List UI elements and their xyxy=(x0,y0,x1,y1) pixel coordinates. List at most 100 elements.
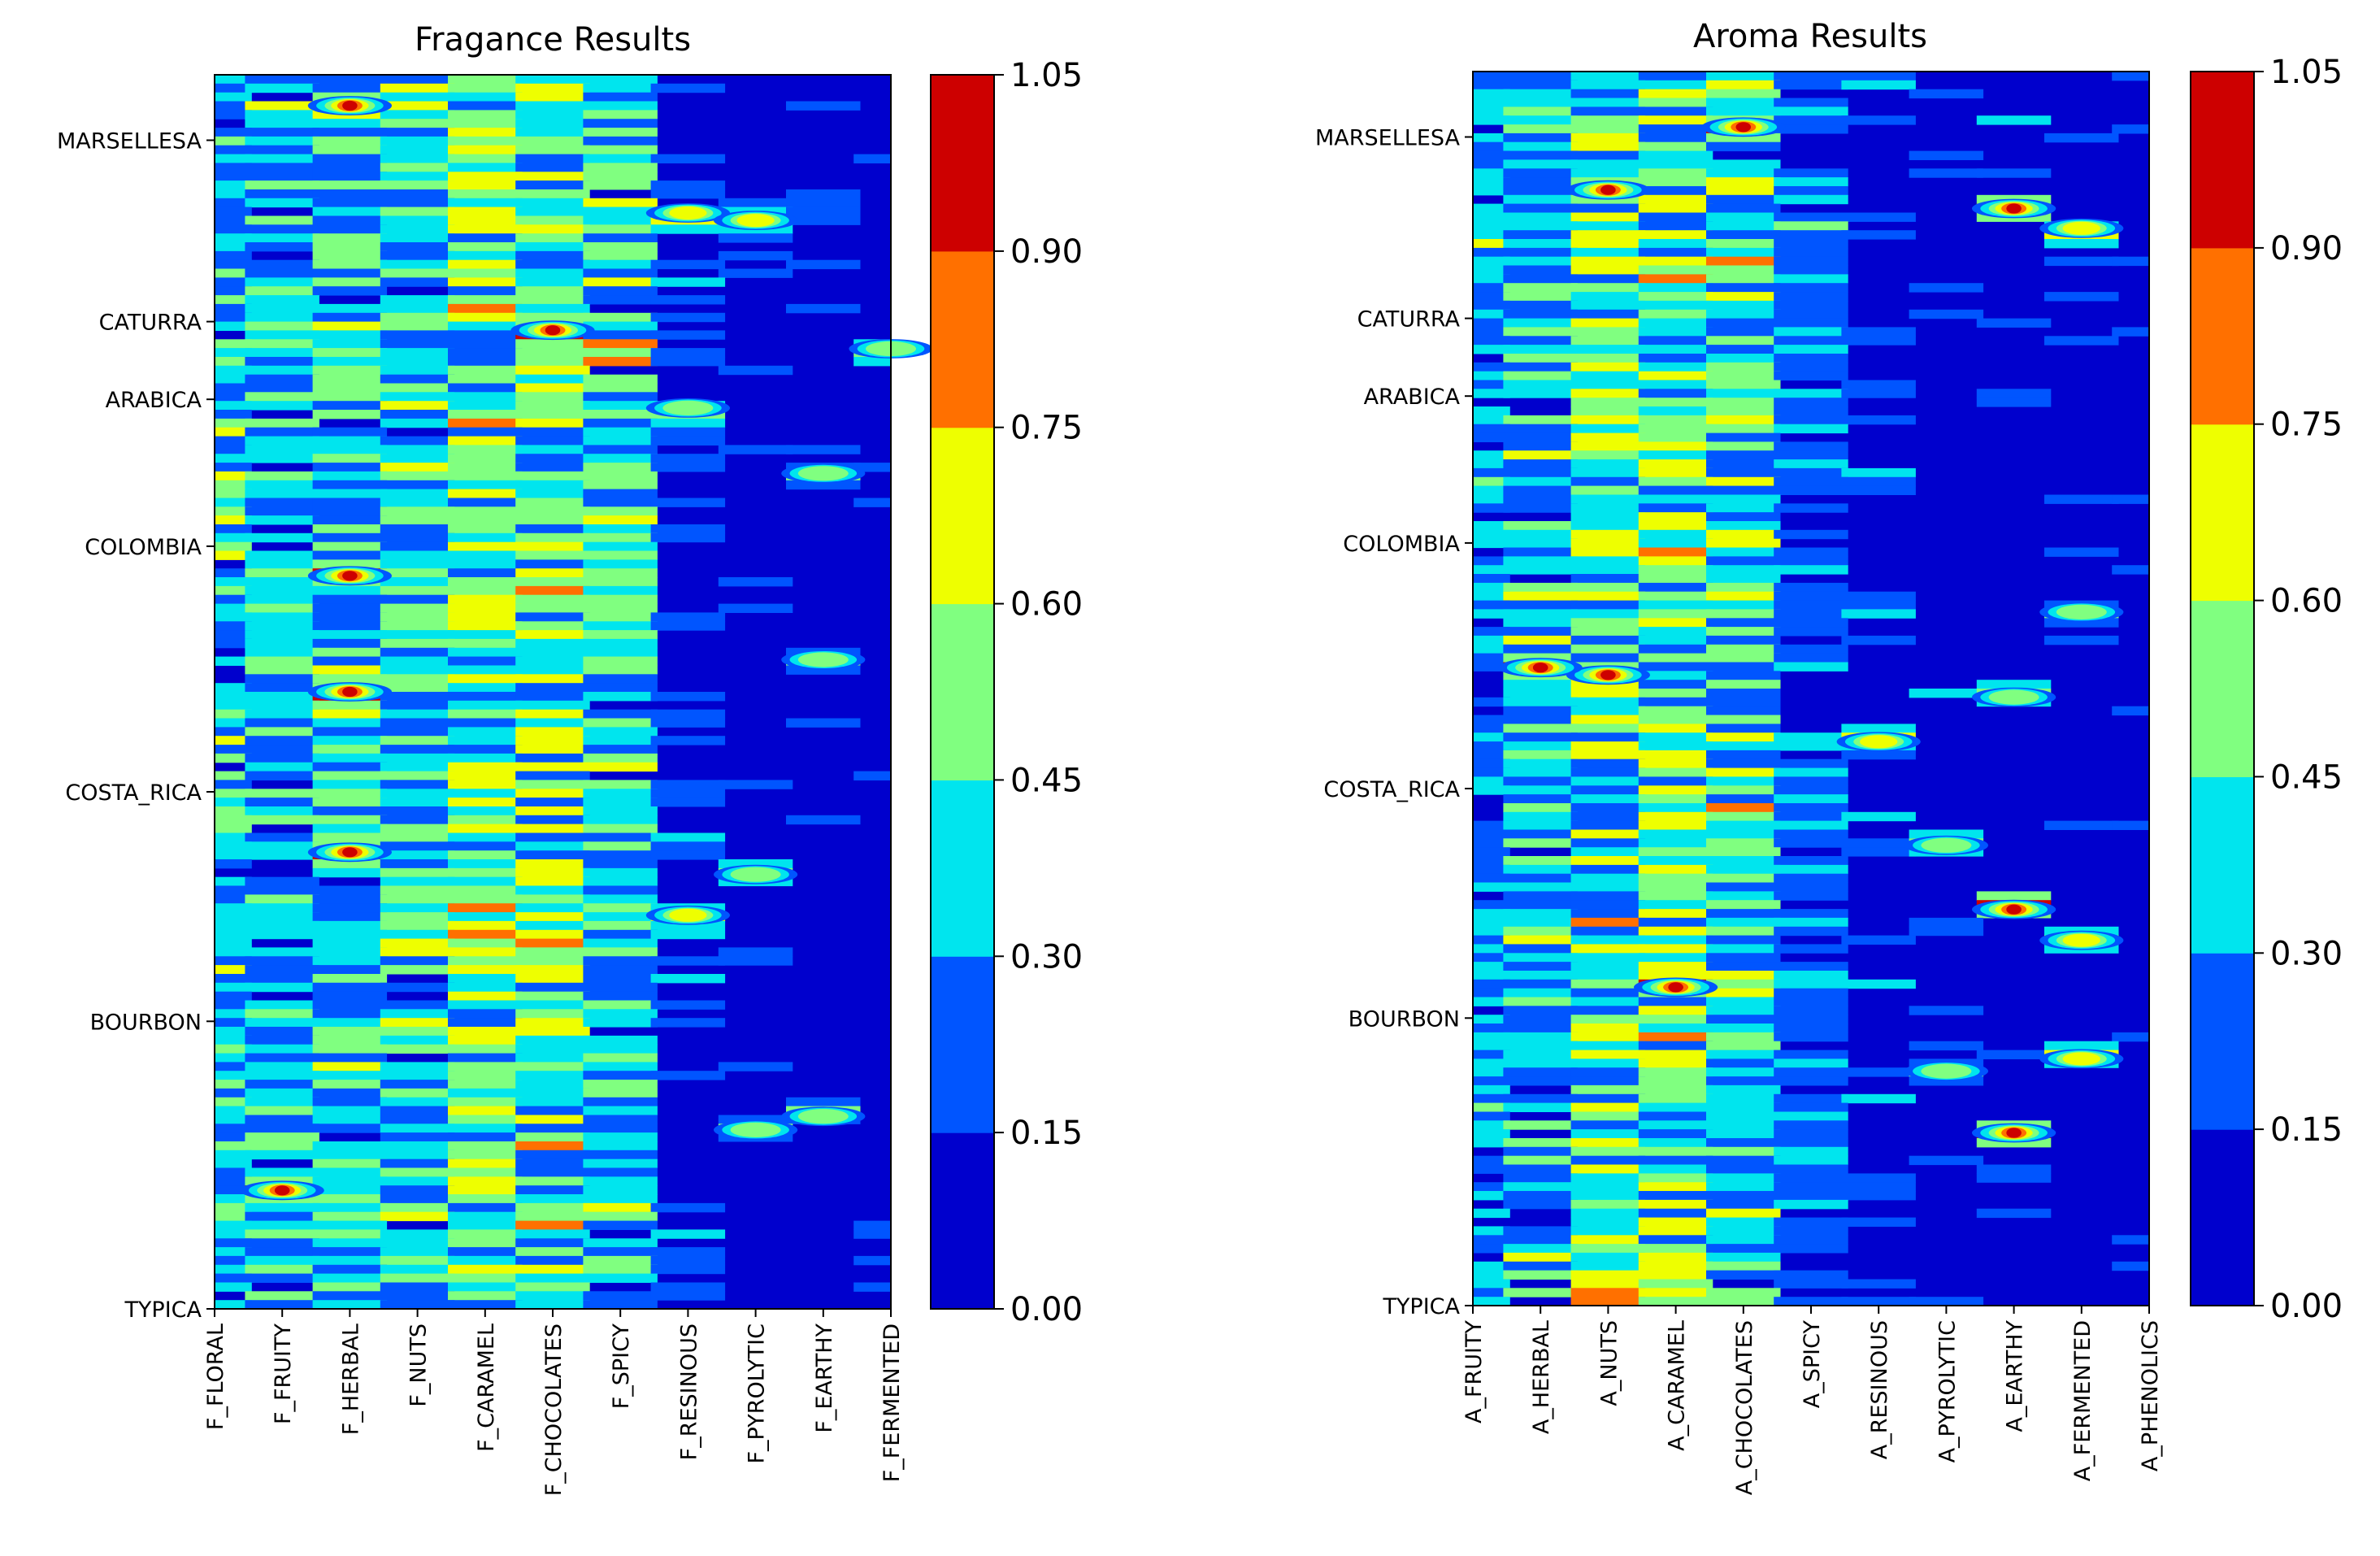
contour-cell xyxy=(1570,697,1646,707)
contour-cell xyxy=(650,277,726,287)
contour-cell xyxy=(650,427,726,437)
contour-cell xyxy=(1638,653,1713,663)
contour-cell xyxy=(1774,547,1848,557)
contour-cell xyxy=(448,1088,523,1098)
contour-cell xyxy=(312,1062,388,1071)
contour-cell xyxy=(1570,820,1646,830)
contour-cell xyxy=(312,1282,388,1292)
contour-cell xyxy=(650,330,726,340)
colorbar-tick-label: 0.75 xyxy=(2270,406,2343,444)
hotspot-contour xyxy=(2006,904,2022,915)
contour-cell xyxy=(215,128,252,137)
contour-cell xyxy=(215,806,252,816)
contour-cell xyxy=(215,75,252,85)
contour-cell xyxy=(1570,80,1646,90)
contour-cell xyxy=(1706,380,1781,389)
contour-cell xyxy=(2044,494,2119,504)
contour-cell xyxy=(312,489,388,498)
contour-cell xyxy=(312,436,388,446)
contour-cell xyxy=(312,357,388,367)
contour-cell xyxy=(215,841,252,851)
contour-cell xyxy=(1706,556,1781,566)
contour-cell xyxy=(1473,247,1510,258)
contour-cell xyxy=(1774,856,1848,866)
contour-cell xyxy=(245,982,319,993)
contour-cell xyxy=(1503,1058,1578,1068)
contour-cell xyxy=(1638,300,1713,311)
contour-cell xyxy=(380,832,455,842)
contour-cell xyxy=(245,674,319,684)
contour-cell xyxy=(245,692,319,702)
contour-cell xyxy=(380,727,455,737)
contour-cell xyxy=(2112,706,2149,716)
contour-cell xyxy=(380,233,455,243)
contour-cell xyxy=(312,163,388,172)
contour-cell xyxy=(1503,265,1578,275)
contour-cell xyxy=(1706,1041,1781,1051)
contour-cell xyxy=(515,912,590,922)
contour-cell xyxy=(1638,194,1713,205)
chart-title: Fragance Results xyxy=(415,21,691,59)
contour-cell xyxy=(1706,221,1781,231)
contour-cell xyxy=(1774,618,1848,628)
contour-cell xyxy=(312,410,388,419)
chart-title: Aroma Results xyxy=(1693,18,1927,55)
contour-cell xyxy=(1706,1146,1781,1157)
x-tick-label: F_CARAMEL xyxy=(474,1323,499,1452)
contour-cell xyxy=(1503,1270,1578,1280)
contour-cell xyxy=(245,1053,319,1063)
contour-cell xyxy=(1570,354,1646,363)
contour-cell xyxy=(1638,212,1713,222)
contour-cell xyxy=(380,119,455,128)
contour-cell xyxy=(1570,380,1646,389)
contour-cell xyxy=(312,339,388,349)
contour-cell xyxy=(448,1176,523,1186)
contour-cell xyxy=(1774,1076,1848,1086)
contour-cell xyxy=(1473,724,1510,733)
contour-cell xyxy=(380,929,455,940)
hotspot-contour xyxy=(1860,735,1898,749)
contour-cell xyxy=(515,312,590,323)
contour-cell xyxy=(1774,194,1848,205)
contour-cell xyxy=(215,277,252,287)
contour-cell xyxy=(1706,794,1781,804)
contour-cell xyxy=(448,577,523,587)
contour-cell xyxy=(1570,124,1646,134)
contour-cell xyxy=(1503,829,1578,839)
contour-cell xyxy=(380,920,455,931)
contour-cell xyxy=(583,268,658,278)
contour-cell xyxy=(312,1291,388,1301)
contour-cell xyxy=(1706,503,1781,513)
contour-cell xyxy=(1638,485,1713,495)
contour-cell xyxy=(1774,239,1848,249)
contour-cell xyxy=(1706,829,1781,839)
contour-cell xyxy=(1503,582,1578,593)
contour-cell xyxy=(215,480,252,490)
x-axis: F_FLORAL F_FRUITY F_HERBAL F_NUTS F_CARAMEL F… xyxy=(203,1309,905,1496)
contour-cell xyxy=(380,206,455,216)
contour-cell xyxy=(1706,1076,1781,1086)
contour-cell xyxy=(1570,441,1646,451)
contour-cell xyxy=(1473,574,1510,584)
contour-cell xyxy=(312,859,388,869)
contour-cell xyxy=(1473,1076,1510,1086)
contour-cell xyxy=(1503,115,1578,125)
contour-cell xyxy=(380,956,455,966)
contour-cell xyxy=(2112,1032,2149,1042)
contour-cell xyxy=(215,445,252,454)
contour-cell xyxy=(1774,1146,1848,1157)
contour-cell xyxy=(448,1124,523,1133)
contour-cell xyxy=(583,312,658,323)
contour-cell xyxy=(583,1238,658,1248)
contour-cell xyxy=(515,1044,590,1054)
contour-cell xyxy=(1503,292,1578,302)
contour-cell xyxy=(1774,794,1848,804)
contour-cell xyxy=(1706,424,1781,434)
contour-cell xyxy=(312,1247,388,1257)
contour-cell xyxy=(1638,141,1713,152)
contour-cell xyxy=(245,1211,319,1222)
contour-cell xyxy=(215,189,252,199)
contour-cell xyxy=(380,1141,455,1151)
contour-cell xyxy=(215,929,252,940)
contour-cell xyxy=(312,286,388,296)
